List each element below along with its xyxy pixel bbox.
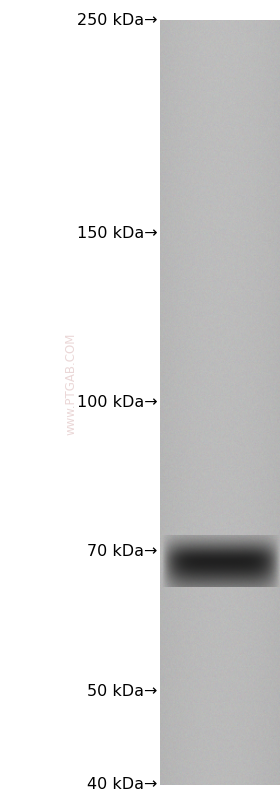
Text: 150 kDa→: 150 kDa→ [77,225,157,240]
Text: 40 kDa→: 40 kDa→ [87,777,157,792]
Text: 50 kDa→: 50 kDa→ [87,684,157,699]
Text: 100 kDa→: 100 kDa→ [77,395,157,410]
Text: 250 kDa→: 250 kDa→ [77,13,157,27]
Text: www.PTGAB.COM: www.PTGAB.COM [65,332,78,435]
Text: 70 kDa→: 70 kDa→ [87,543,157,559]
